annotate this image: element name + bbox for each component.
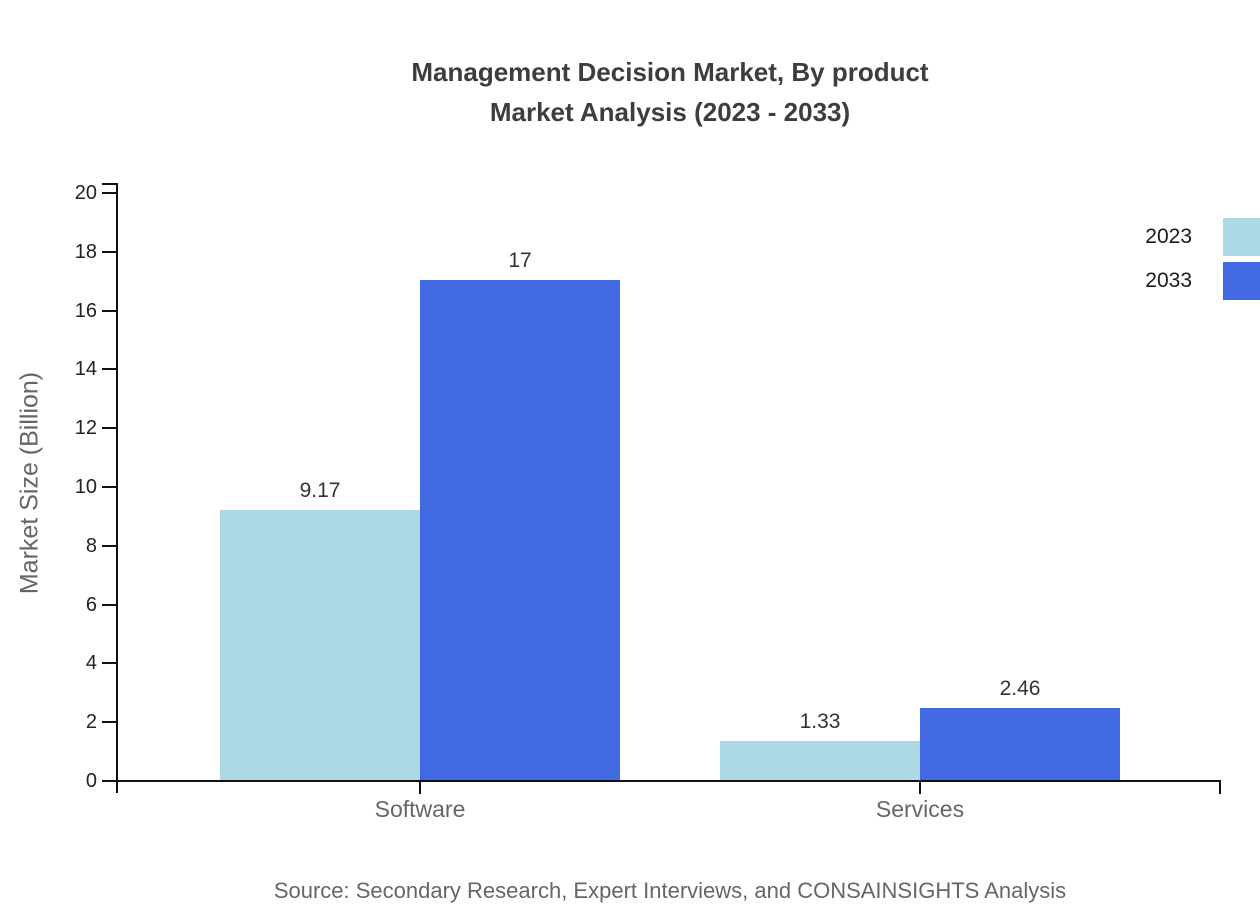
legend-swatch-2023 [1223,218,1260,256]
y-tick-label: 10 [74,476,97,498]
x-tick [419,782,421,794]
chart-title: Management Decision Market, By product M… [80,52,1260,132]
legend-label-2033: 2033 [1145,269,1192,292]
y-tick [102,721,116,724]
y-tick-label: 6 [85,593,97,616]
y-tick [102,427,116,430]
bar-software-2023 [220,510,420,780]
bar-services-2023 [720,740,920,780]
x-category-label: Software [374,796,466,822]
y-tick [102,486,116,488]
bar-software-2033 [420,280,620,780]
y-axis-endcap-tick [102,183,116,185]
y-tick-label: 12 [74,417,97,440]
y-tick-label: 0 [85,770,97,792]
x-axis-line [116,780,1221,782]
bar-value-label: 1.33 [799,709,841,733]
x-category-label: Services [875,796,965,822]
y-tick-label: 20 [74,182,97,204]
y-tick [102,192,116,194]
y-tick-label: 8 [85,534,97,557]
y-tick [102,662,116,665]
legend-label-2023: 2023 [1145,225,1192,248]
bar-value-label: 2.46 [999,676,1041,700]
bar-value-label: 9.17 [299,479,341,503]
y-tick [102,780,116,782]
y-tick [102,368,116,371]
source-note: Source: Secondary Research, Expert Inter… [273,878,1067,903]
chart-title-line2: Market Analysis (2023 - 2033) [489,97,851,127]
legend-swatch-2033 [1223,262,1260,300]
x-tick [919,782,921,794]
y-tick [102,603,116,606]
y-tick-label: 4 [85,652,97,675]
y-tick-label: 16 [74,299,97,322]
chart-title-line1: Management Decision Market, By product [411,57,929,87]
y-tick-label: 2 [85,711,97,734]
x-axis-endcap-tick [1219,782,1221,794]
bar-value-label: 17 [508,249,532,273]
y-tick [102,544,116,547]
y-tick-label: 14 [74,358,97,381]
y-tick-label: 18 [74,240,97,263]
bar-services-2033 [920,707,1120,780]
y-tick [102,309,116,312]
y-tick [102,250,116,253]
y-axis-line [116,183,118,793]
